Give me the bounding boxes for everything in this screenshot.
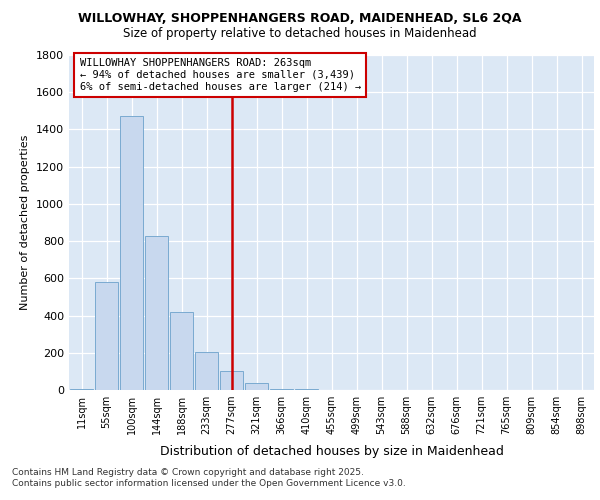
Bar	[220, 372, 244, 390]
X-axis label: Distribution of detached houses by size in Maidenhead: Distribution of detached houses by size …	[160, 446, 503, 458]
Text: WILLOWHAY SHOPPENHANGERS ROAD: 263sqm
← 94% of detached houses are smaller (3,43: WILLOWHAY SHOPPENHANGERS ROAD: 263sqm ← …	[79, 58, 361, 92]
Text: WILLOWHAY, SHOPPENHANGERS ROAD, MAIDENHEAD, SL6 2QA: WILLOWHAY, SHOPPENHANGERS ROAD, MAIDENHE…	[78, 12, 522, 26]
Text: Size of property relative to detached houses in Maidenhead: Size of property relative to detached ho…	[123, 28, 477, 40]
Bar	[170, 312, 193, 390]
Text: Contains HM Land Registry data © Crown copyright and database right 2025.
Contai: Contains HM Land Registry data © Crown c…	[12, 468, 406, 487]
Bar	[95, 282, 118, 390]
Bar	[70, 389, 94, 390]
Bar	[145, 236, 169, 390]
Bar	[269, 389, 293, 390]
Bar	[194, 352, 218, 390]
Y-axis label: Number of detached properties: Number of detached properties	[20, 135, 31, 310]
Bar	[245, 384, 268, 390]
Bar	[119, 116, 143, 390]
